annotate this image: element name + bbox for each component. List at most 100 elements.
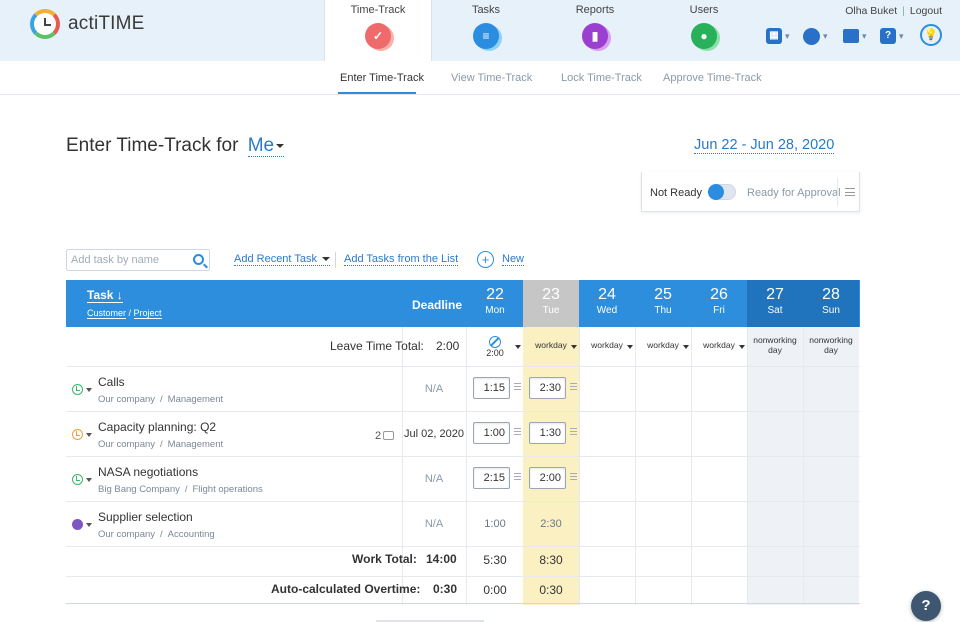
caret-down-icon <box>571 345 577 349</box>
nav-tab-reports[interactable]: Reports ▮ <box>541 0 649 61</box>
search-input[interactable] <box>71 250 189 270</box>
day-number: 26 <box>710 286 728 303</box>
tips-button[interactable]: 💡 <box>920 24 942 46</box>
leave-cell-fri[interactable]: workday <box>691 330 747 366</box>
logo[interactable]: actiTIME <box>30 9 145 39</box>
day-number: 25 <box>654 286 672 303</box>
subnav-approve-time-track[interactable]: Approve Time-Track <box>663 72 762 84</box>
table-row: Capacity planning: Q2 Our company / Manage… <box>66 412 860 457</box>
leave-cell-tue[interactable]: workday <box>523 330 579 366</box>
task-name[interactable]: Capacity planning: Q2 <box>98 420 217 434</box>
comment-lines-icon[interactable] <box>570 383 577 390</box>
user-icon: ● <box>691 23 717 49</box>
day-header-sat: 27 Sat <box>747 280 803 327</box>
add-recent-task-link[interactable]: Add Recent Task <box>234 253 331 266</box>
comment-lines-icon[interactable] <box>514 383 521 390</box>
list-icon[interactable] <box>845 188 855 196</box>
column-divider <box>466 327 522 605</box>
user-selector[interactable]: Me <box>247 135 285 157</box>
project-name: Management <box>167 439 224 450</box>
day-number: 24 <box>598 286 616 303</box>
column-divider <box>747 327 803 605</box>
comment-lines-icon[interactable] <box>514 428 521 435</box>
day-name: Mon <box>485 305 505 316</box>
caret-down-icon[interactable] <box>86 433 92 437</box>
page-title: Enter Time-Track for Me <box>66 135 285 157</box>
task-name[interactable]: NASA negotiations <box>98 465 199 479</box>
comment-lines-icon[interactable] <box>514 473 521 480</box>
clock-status-icon[interactable] <box>72 429 83 440</box>
caret-down-icon <box>683 345 689 349</box>
time-input-mon[interactable]: 1:15 <box>473 377 510 399</box>
subnav-lock-time-track[interactable]: Lock Time-Track <box>561 72 642 84</box>
task-name[interactable]: Supplier selection <box>98 510 193 524</box>
caret-down-icon[interactable] <box>86 388 92 392</box>
nav-tab-label: Time-Track <box>350 4 406 16</box>
nav-tab-time-track[interactable]: Time-Track ✓ <box>324 0 432 61</box>
app-name: actiTIME <box>68 13 145 34</box>
project-name: Flight operations <box>192 484 263 495</box>
column-divider <box>635 327 691 605</box>
column-divider <box>691 327 747 605</box>
time-input-mon[interactable]: 2:15 <box>473 467 510 489</box>
settings-menu[interactable]: ▾ <box>803 25 828 47</box>
customer-name: Our company <box>98 439 156 450</box>
leave-hours: 2:00 <box>486 348 504 358</box>
task-name[interactable]: Calls <box>98 375 125 389</box>
comments-count[interactable]: 2 <box>375 430 395 442</box>
help-button[interactable]: ? <box>911 591 941 621</box>
nav-tab-users[interactable]: Users ● <box>650 0 758 61</box>
clock-status-icon[interactable] <box>72 474 83 485</box>
time-input-mon[interactable]: 1:00 <box>473 422 510 444</box>
day-number: 28 <box>822 286 840 303</box>
nav-tab-tasks[interactable]: Tasks ≡ <box>432 0 540 61</box>
comment-lines-icon[interactable] <box>570 473 577 480</box>
clock-status-icon[interactable] <box>72 384 83 395</box>
comment-lines-icon[interactable] <box>570 428 577 435</box>
time-input-tue[interactable]: 2:00 <box>529 467 566 489</box>
approval-toggle[interactable] <box>708 184 736 200</box>
save-bar-edge <box>376 620 484 622</box>
work-total-value: 14:00 <box>426 552 457 566</box>
user-name[interactable]: Olha Buket <box>845 5 898 17</box>
column-divider <box>579 327 635 605</box>
plus-icon[interactable]: + <box>477 251 494 268</box>
task-deadline: Jul 02, 2020 <box>404 428 464 440</box>
add-tasks-from-list-link[interactable]: Add Tasks from the List <box>344 253 459 266</box>
project-sort-link[interactable]: Project <box>133 308 162 319</box>
overtime-label: Auto-calculated Overtime: <box>271 582 421 596</box>
day-number: 27 <box>766 286 784 303</box>
leave-cell-mon[interactable]: 2:00 <box>467 330 523 366</box>
date-range-picker[interactable]: Jun 22 - Jun 28, 2020 <box>694 137 835 154</box>
clock-logo-icon <box>30 9 60 39</box>
time-input-tue[interactable]: 1:30 <box>529 422 566 444</box>
customer-sort-link[interactable]: Customer <box>87 308 127 319</box>
day-type: workday <box>535 340 567 350</box>
day-type: workday <box>591 340 623 350</box>
weekend-column-bg <box>747 327 803 605</box>
list-icon: ≡ <box>473 23 499 49</box>
help-menu[interactable]: ? ▾ <box>880 25 904 47</box>
subnav-enter-time-track[interactable]: Enter Time-Track <box>340 72 424 84</box>
search-icon[interactable] <box>193 254 204 265</box>
completed-check-icon[interactable] <box>72 519 83 530</box>
addons-menu[interactable]: ▾ <box>843 25 867 47</box>
day-name: Sat <box>767 305 783 316</box>
chevron-down-icon: ▾ <box>785 30 790 41</box>
caret-down-icon[interactable] <box>86 478 92 482</box>
comment-count-value: 2 <box>375 430 382 442</box>
leave-cell-thu[interactable]: workday <box>635 330 691 366</box>
deadline-column-header: Deadline <box>412 298 463 312</box>
logout-link[interactable]: Logout <box>909 5 942 17</box>
task-column-header[interactable]: Task ↓ <box>87 288 123 303</box>
day-name: Fri <box>713 305 725 316</box>
calendar-menu[interactable]: ▦ ▾ <box>766 25 790 47</box>
day-type: workday <box>703 340 735 350</box>
caret-down-icon <box>322 257 331 262</box>
new-task-link[interactable]: New <box>502 253 525 266</box>
caret-down-icon[interactable] <box>86 523 92 527</box>
day-header-wed: 24 Wed <box>579 280 635 327</box>
leave-cell-wed[interactable]: workday <box>579 330 635 366</box>
time-input-tue[interactable]: 2:30 <box>529 377 566 399</box>
subnav-view-time-track[interactable]: View Time-Track <box>451 72 533 84</box>
